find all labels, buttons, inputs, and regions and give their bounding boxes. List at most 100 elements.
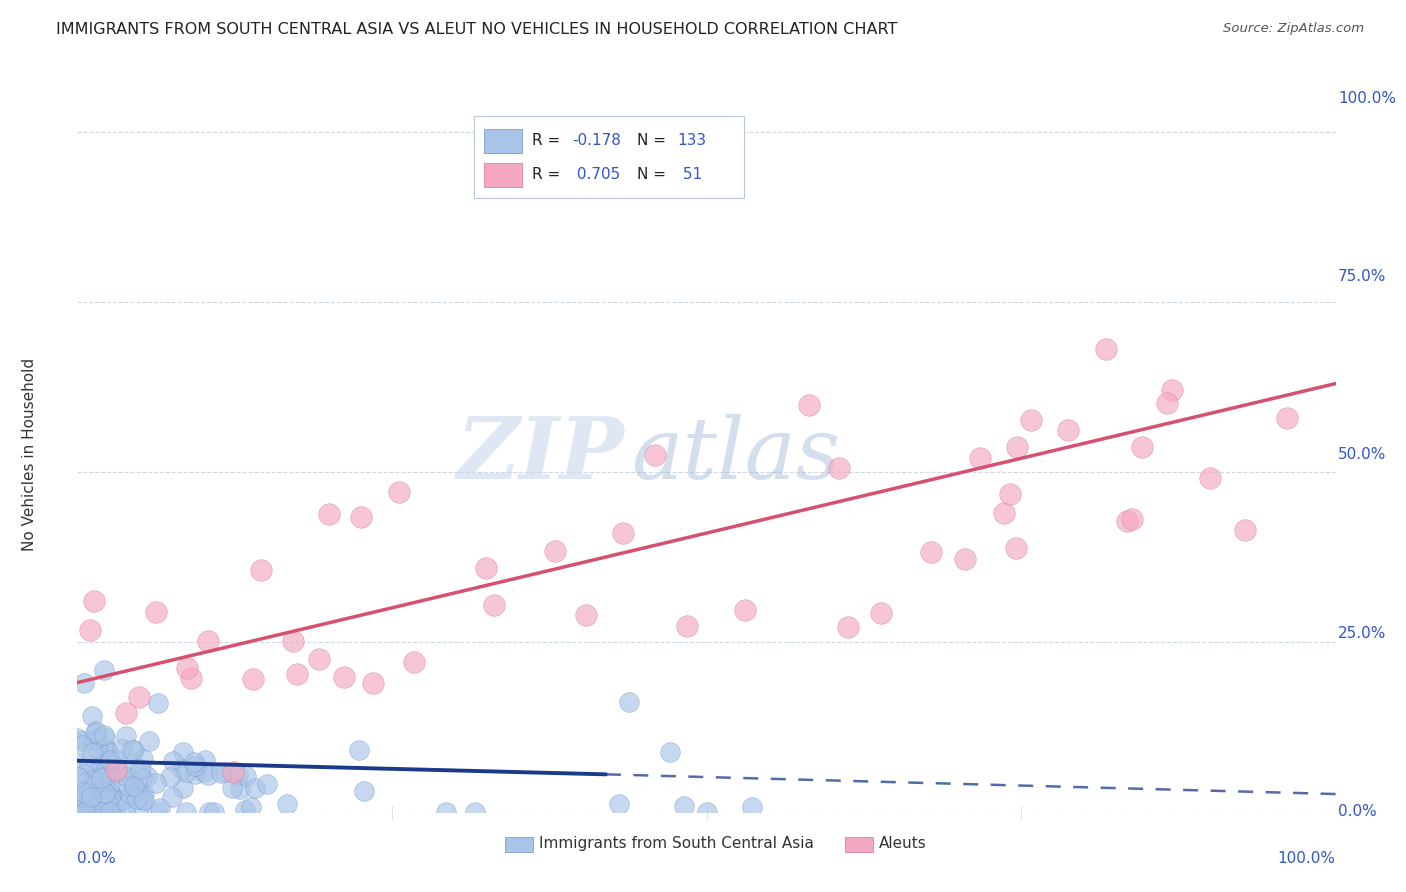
Point: [242, 673, 264, 687]
Point: [174, 764, 197, 779]
Point: [105, 753, 128, 767]
Point: [122, 784, 145, 798]
Point: [920, 545, 942, 559]
Point: [93, 791, 115, 805]
Point: [575, 607, 598, 622]
Text: No Vehicles in Household: No Vehicles in Household: [22, 359, 37, 551]
Point: [131, 771, 153, 785]
Point: [96, 781, 118, 796]
Point: [170, 762, 193, 776]
Point: [72, 785, 94, 799]
Text: 0.705: 0.705: [572, 167, 620, 182]
Point: [174, 805, 197, 819]
Point: [98, 805, 121, 819]
Point: [256, 777, 278, 791]
Point: [993, 506, 1015, 520]
Text: Source: ZipAtlas.com: Source: ZipAtlas.com: [1223, 22, 1364, 36]
Point: [1121, 512, 1143, 526]
Point: [132, 787, 155, 801]
Point: [159, 770, 181, 784]
Point: [75, 776, 97, 790]
Point: [350, 509, 373, 524]
Point: [160, 790, 183, 805]
Point: [799, 398, 821, 412]
Point: [69, 805, 91, 819]
Point: [82, 793, 104, 807]
Point: [80, 793, 103, 807]
Point: [90, 805, 112, 819]
Point: [1156, 396, 1178, 410]
Point: [86, 740, 108, 755]
Point: [474, 561, 496, 575]
Point: [104, 805, 127, 819]
Point: [353, 784, 375, 798]
Point: [149, 801, 172, 815]
Point: [869, 606, 891, 620]
Point: [77, 796, 100, 810]
Point: [837, 620, 859, 634]
Text: Immigrants from South Central Asia: Immigrants from South Central Asia: [538, 837, 814, 851]
Point: [91, 750, 114, 764]
Point: [83, 780, 105, 795]
Point: [90, 805, 112, 819]
Text: 51: 51: [678, 167, 702, 182]
FancyBboxPatch shape: [484, 163, 522, 187]
Point: [696, 805, 718, 819]
Text: 50.0%: 50.0%: [1339, 448, 1386, 462]
Text: 100.0%: 100.0%: [1339, 91, 1396, 105]
FancyBboxPatch shape: [474, 116, 744, 198]
Point: [673, 798, 696, 813]
Point: [1199, 470, 1222, 484]
Point: [117, 764, 139, 779]
Point: [1277, 410, 1299, 425]
Text: -0.178: -0.178: [572, 133, 620, 148]
Point: [115, 729, 138, 743]
Text: 25.0%: 25.0%: [1339, 626, 1386, 640]
Text: R =: R =: [531, 133, 565, 148]
Point: [121, 772, 143, 787]
Point: [115, 770, 138, 784]
Point: [276, 797, 298, 812]
Point: [464, 805, 486, 819]
Text: 100.0%: 100.0%: [1278, 851, 1336, 866]
Point: [148, 696, 170, 710]
Point: [176, 660, 198, 674]
Point: [125, 782, 148, 797]
Point: [69, 789, 91, 804]
Point: [117, 779, 139, 793]
Point: [402, 655, 425, 669]
Text: ZIP: ZIP: [457, 413, 624, 497]
Point: [644, 448, 666, 462]
Point: [1233, 524, 1256, 538]
Point: [67, 770, 90, 784]
Point: [145, 605, 167, 619]
Point: [127, 800, 149, 814]
Point: [131, 792, 153, 806]
Point: [607, 797, 630, 811]
Text: R =: R =: [531, 167, 565, 182]
Point: [145, 776, 167, 790]
Point: [1005, 440, 1028, 454]
Text: atlas: atlas: [631, 414, 841, 496]
Point: [87, 797, 110, 811]
Point: [239, 800, 262, 814]
Point: [197, 634, 219, 648]
Point: [617, 695, 640, 709]
Point: [114, 805, 136, 819]
Point: [1019, 413, 1042, 427]
Point: [221, 781, 243, 796]
Point: [544, 544, 567, 558]
Point: [183, 758, 205, 772]
Point: [129, 762, 152, 776]
Point: [80, 747, 103, 761]
Point: [1004, 541, 1026, 555]
Text: N =: N =: [637, 133, 671, 148]
Point: [1056, 423, 1078, 437]
Point: [1161, 383, 1184, 397]
Text: Aleuts: Aleuts: [879, 837, 927, 851]
Point: [734, 602, 756, 616]
Point: [82, 779, 104, 793]
Point: [90, 784, 112, 798]
Point: [122, 779, 145, 793]
Point: [122, 743, 145, 757]
